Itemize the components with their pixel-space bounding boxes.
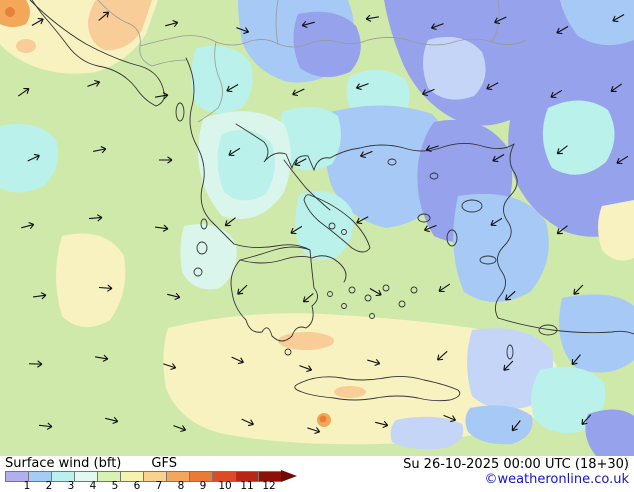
legend-bar bbox=[5, 470, 297, 482]
border-layer bbox=[97, 0, 527, 123]
legend-cell-7 bbox=[143, 470, 166, 482]
legend-tick: 6 bbox=[133, 480, 141, 492]
copyright-link[interactable]: ©weatheronline.co.uk bbox=[484, 472, 629, 487]
legend-block: Surface wind (bft) GFS 1 2 3 4 5 6 7 8 9 10 11 12 bbox=[5, 457, 297, 492]
legend-tick: 4 bbox=[89, 480, 97, 492]
legend-cell-3 bbox=[51, 470, 74, 482]
legend-cell-12 bbox=[258, 470, 281, 482]
legend-cell-6 bbox=[120, 470, 143, 482]
legend-tick: 2 bbox=[45, 480, 53, 492]
legend-ticks: 1 2 3 4 5 6 7 8 9 10 11 12 bbox=[5, 481, 297, 492]
footer-info: Su 26-10-2025 00:00 UTC (18+30) ©weather… bbox=[403, 457, 629, 487]
wind-field-layer bbox=[0, 0, 634, 456]
wind-arrows-layer bbox=[17, 11, 629, 435]
legend-tick: 10 bbox=[218, 480, 232, 492]
legend-title: Surface wind (bft) bbox=[5, 456, 122, 471]
legend-cell-4 bbox=[74, 470, 97, 482]
legend-cell-8 bbox=[166, 470, 189, 482]
legend-cell-2 bbox=[28, 470, 51, 482]
weather-map-panel bbox=[0, 0, 634, 456]
legend-tick: 9 bbox=[199, 480, 207, 492]
legend-tick: 7 bbox=[155, 480, 163, 492]
legend-tick: 12 bbox=[262, 480, 276, 492]
weather-map bbox=[0, 0, 634, 456]
legend-tick: 11 bbox=[240, 480, 254, 492]
footer: Surface wind (bft) GFS 1 2 3 4 5 6 7 8 9 10 11 12 S… bbox=[0, 456, 634, 492]
legend-tick: 8 bbox=[177, 480, 185, 492]
legend-arrow-cap bbox=[281, 470, 297, 482]
legend-tick: 5 bbox=[111, 480, 119, 492]
legend-cell-10 bbox=[212, 470, 235, 482]
island-layer bbox=[175, 102, 558, 360]
legend: 1 2 3 4 5 6 7 8 9 10 11 12 bbox=[5, 470, 297, 492]
legend-cell-5 bbox=[97, 470, 120, 482]
legend-tick: 3 bbox=[67, 480, 75, 492]
datetime-label: Su 26-10-2025 00:00 UTC (18+30) bbox=[403, 457, 629, 472]
model-label: GFS bbox=[151, 456, 177, 471]
legend-tick: 1 bbox=[23, 480, 31, 492]
legend-cell-11 bbox=[235, 470, 258, 482]
coastline-layer bbox=[29, 0, 634, 402]
legend-cell-9 bbox=[189, 470, 212, 482]
legend-cell-1 bbox=[5, 470, 28, 482]
